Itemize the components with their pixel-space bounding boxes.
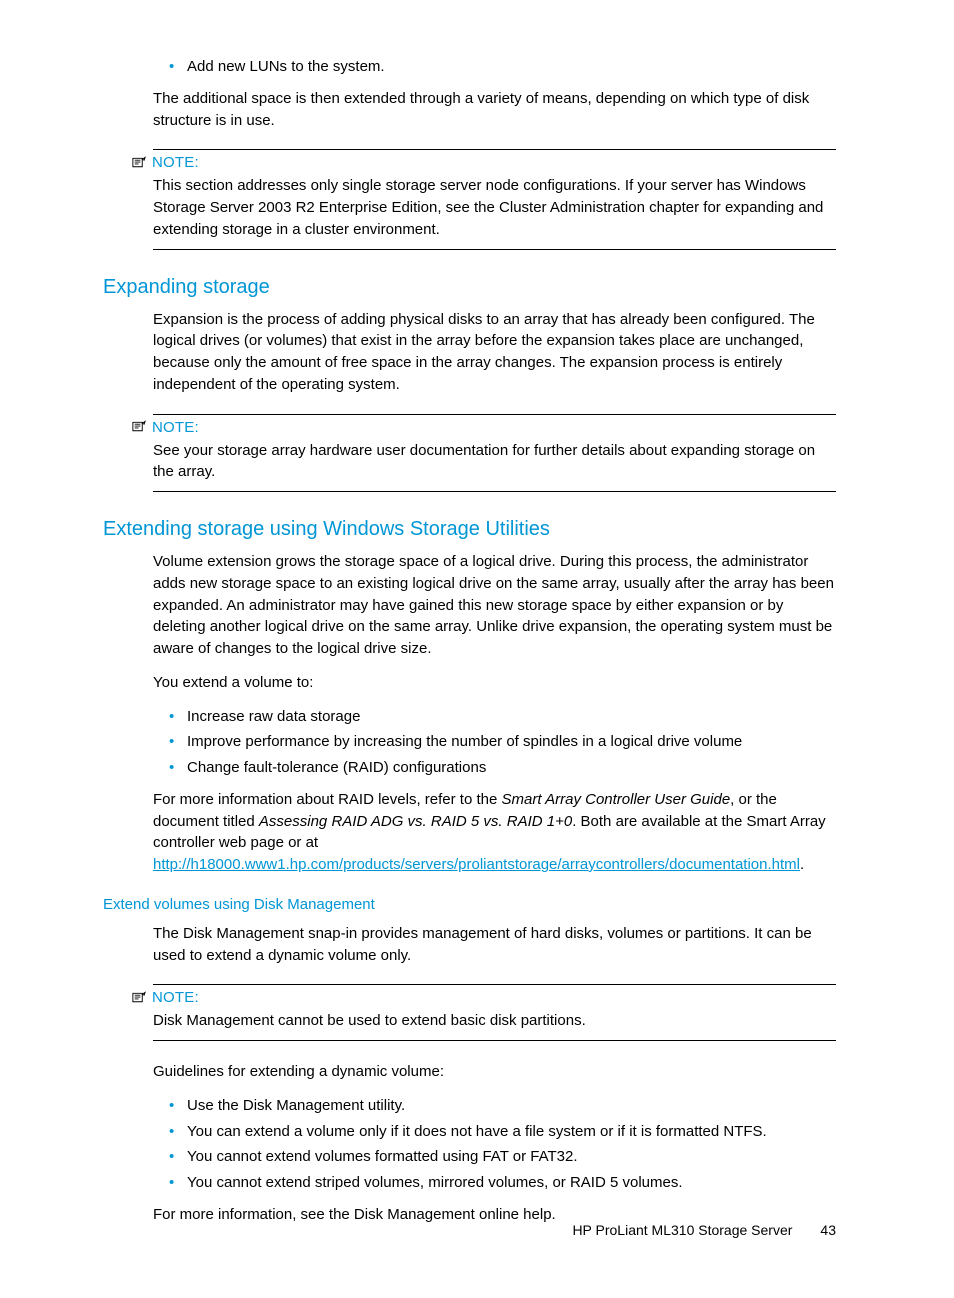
list-item: Use the Disk Management utility. xyxy=(165,1095,836,1117)
diskmgmt-paragraph: The Disk Management snap-in provides man… xyxy=(153,923,836,967)
intro-paragraph: The additional space is then extended th… xyxy=(153,88,836,132)
extending-bullets: Increase raw data storage Improve perfor… xyxy=(165,706,836,779)
note-block-1: NOTE: This section addresses only single… xyxy=(153,149,836,249)
note-header: NOTE: xyxy=(131,989,836,1006)
note-rule xyxy=(153,149,836,150)
guidelines-lead: Guidelines for extending a dynamic volum… xyxy=(153,1061,836,1083)
extending-paragraph-1: Volume extension grows the storage space… xyxy=(153,551,836,660)
list-item: You cannot extend volumes formatted usin… xyxy=(165,1146,836,1168)
note-rule xyxy=(153,414,836,415)
note-label: NOTE: xyxy=(152,154,199,171)
page-number: 43 xyxy=(820,1222,836,1238)
documentation-link[interactable]: http://h18000.www1.hp.com/products/serve… xyxy=(153,856,800,873)
heading-expanding-storage: Expanding storage xyxy=(103,276,836,299)
note-label: NOTE: xyxy=(152,989,199,1006)
note-block-3: NOTE: Disk Management cannot be used to … xyxy=(153,984,836,1041)
note-body: See your storage array hardware user doc… xyxy=(153,440,836,484)
list-item: Add new LUNs to the system. xyxy=(165,56,836,78)
list-item: Improve performance by increasing the nu… xyxy=(165,731,836,753)
note-block-2: NOTE: See your storage array hardware us… xyxy=(153,414,836,493)
note-label: NOTE: xyxy=(152,419,199,436)
intro-bullets: Add new LUNs to the system. xyxy=(165,56,836,78)
page-footer: HP ProLiant ML310 Storage Server 43 xyxy=(572,1222,836,1238)
note-icon xyxy=(131,420,146,434)
reference-title: Smart Array Controller User Guide xyxy=(501,791,730,808)
note-icon xyxy=(131,991,146,1005)
note-header: NOTE: xyxy=(131,154,836,171)
expanding-paragraph: Expansion is the process of adding physi… xyxy=(153,309,836,396)
note-body: Disk Management cannot be used to extend… xyxy=(153,1010,836,1032)
list-item: Change fault-tolerance (RAID) configurat… xyxy=(165,757,836,779)
note-body: This section addresses only single stora… xyxy=(153,175,836,240)
heading-extending-storage: Extending storage using Windows Storage … xyxy=(103,518,836,541)
extending-paragraph-2: For more information about RAID levels, … xyxy=(153,789,836,876)
document-page: Add new LUNs to the system. The addition… xyxy=(0,0,954,1298)
note-rule xyxy=(153,491,836,492)
heading-extend-volumes-disk-management: Extend volumes using Disk Management xyxy=(103,896,836,913)
note-rule xyxy=(153,249,836,250)
list-item: Increase raw data storage xyxy=(165,706,836,728)
note-rule xyxy=(153,984,836,985)
list-item: You cannot extend striped volumes, mirro… xyxy=(165,1172,836,1194)
guidelines-bullets: Use the Disk Management utility. You can… xyxy=(165,1095,836,1194)
reference-title: Assessing RAID ADG vs. RAID 5 vs. RAID 1… xyxy=(259,813,572,830)
footer-title: HP ProLiant ML310 Storage Server xyxy=(572,1222,792,1238)
note-rule xyxy=(153,1040,836,1041)
list-item: You can extend a volume only if it does … xyxy=(165,1121,836,1143)
note-icon xyxy=(131,156,146,170)
extending-lead: You extend a volume to: xyxy=(153,672,836,694)
text-run: For more information about RAID levels, … xyxy=(153,791,501,808)
text-run: . xyxy=(800,856,804,873)
note-header: NOTE: xyxy=(131,419,836,436)
